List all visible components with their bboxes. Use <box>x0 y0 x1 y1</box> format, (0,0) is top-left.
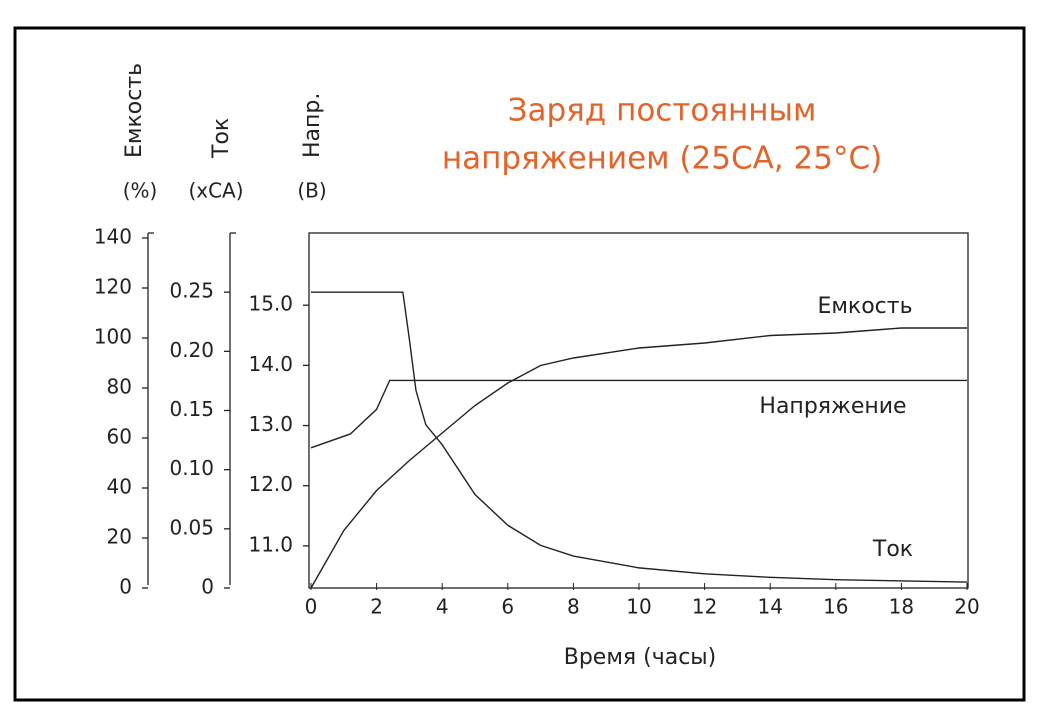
x-tick-label: 20 <box>954 595 979 619</box>
x-tick-label: 12 <box>692 595 717 619</box>
x-tick-label: 6 <box>501 595 514 619</box>
y-axis-unit: (%) <box>123 179 158 203</box>
y-tick-label: 20 <box>107 525 132 549</box>
y-tick-label: 0.25 <box>169 279 214 303</box>
x-tick-label: 16 <box>823 595 848 619</box>
x-tick-label: 18 <box>889 595 914 619</box>
y-tick-label: 120 <box>94 275 132 299</box>
y-axis-label: Напр. <box>300 93 325 158</box>
line-series <box>310 327 967 589</box>
x-tick-label: 2 <box>370 595 383 619</box>
chart-title: напряжением (25CA, 25°C) <box>442 141 882 177</box>
x-tick-label: 10 <box>626 595 651 619</box>
y-tick-label: 60 <box>107 425 132 449</box>
frame <box>13 26 1026 702</box>
y-tick-label: 140 <box>94 225 132 249</box>
y-tick-label: 15.0 <box>248 292 293 316</box>
y-tick-label: 14.0 <box>248 352 293 376</box>
y-axis-label: Емкость <box>122 63 147 158</box>
x-tick-label: 0 <box>305 595 318 619</box>
y-axis-unit: (B) <box>297 179 326 203</box>
x-tick-label: 14 <box>757 595 782 619</box>
y-tick-label: 80 <box>107 375 132 399</box>
series-label: Ток <box>872 537 913 562</box>
y-tick-label: 13.0 <box>248 412 293 436</box>
y-axis-label: Ток <box>209 118 234 159</box>
y-tick-label: 100 <box>94 325 132 349</box>
y-tick-label: 0 <box>119 575 132 599</box>
y-tick-label: 0.20 <box>169 338 214 362</box>
y-tick-label: 11.0 <box>248 532 293 556</box>
x-tick-label: 8 <box>567 595 580 619</box>
series-label: Напряжение <box>759 394 906 419</box>
y-tick-label: 0.15 <box>169 397 214 421</box>
y-tick-label: 0 <box>201 575 214 599</box>
y-tick-label: 40 <box>107 475 132 499</box>
line-series <box>311 291 968 583</box>
chart-title: Заряд постоянным <box>508 93 817 129</box>
line-series <box>310 379 967 449</box>
y-tick-label: 0.05 <box>169 515 214 539</box>
series-label: Емкость <box>817 294 912 319</box>
x-tick-label: 4 <box>436 595 449 619</box>
x-axis-label: Время (часы) <box>564 645 717 670</box>
y-tick-label: 12.0 <box>248 472 293 496</box>
y-tick-label: 0.10 <box>169 456 214 480</box>
y-axis-unit: (xCA) <box>188 179 243 203</box>
